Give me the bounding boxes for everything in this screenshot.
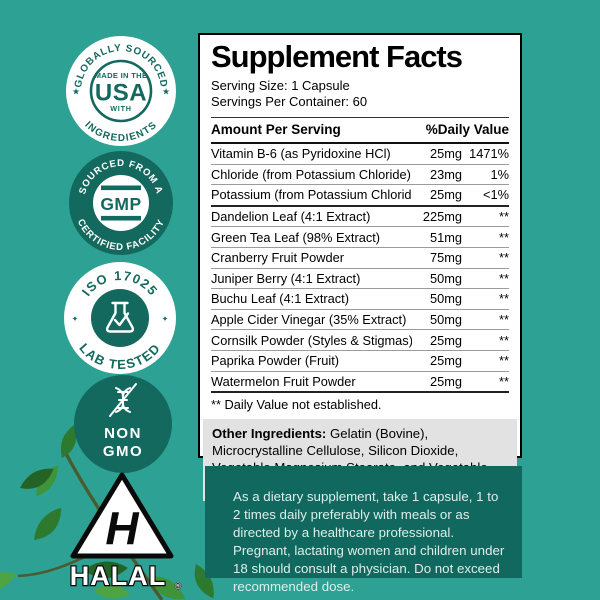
directions-box: As a dietary supplement, take 1 capsule,… <box>205 466 522 594</box>
table-row: Potassium (from Potassium Chloride) 25mg… <box>211 184 509 205</box>
ingredient-name: Watermelon Fruit Powder <box>211 373 356 389</box>
ingredient-name: Chloride (from Potassium Chloride) <box>211 166 411 182</box>
ingredient-amount: 25mg <box>429 353 462 369</box>
other-ingredients-label: Other Ingredients: <box>212 426 327 442</box>
dna-crossed-icon <box>109 383 137 417</box>
serving-size: Serving Size: 1 Capsule <box>211 78 350 93</box>
servings-per-container: Servings Per Container: 60 <box>211 94 368 109</box>
table-row: Paprika Powder (Fruit) 25mg ** <box>211 349 509 371</box>
ingredient-amount: 50mg <box>429 270 462 286</box>
badge-non-gmo: NON GMO <box>73 374 173 479</box>
panel-title: Supplement Facts <box>211 39 463 74</box>
halal-monogram: H <box>105 502 139 554</box>
ingredient-daily-value: ** <box>499 209 509 225</box>
ingredient-name: Apple Cider Vinegar (35% Extract) <box>211 312 407 328</box>
ingredient-amount: 50mg <box>429 312 462 328</box>
table-row: Cranberry Fruit Powder 75mg ** <box>211 246 509 268</box>
ingredient-name: Cranberry Fruit Powder <box>211 250 344 266</box>
usa-inner-main-text: USA <box>95 80 147 107</box>
flask-check-icon <box>105 301 135 333</box>
table-row: Buchu Leaf (4:1 Extract) 50mg ** <box>211 288 509 309</box>
ingredient-name: Paprika Powder (Fruit) <box>211 353 340 369</box>
table-row: Watermelon Fruit Powder 25mg ** <box>211 370 509 392</box>
diamond-icon: ✦ <box>162 315 169 324</box>
ingredient-amount: 51mg <box>429 229 462 245</box>
table-header-row: Amount Per Serving %Daily Value <box>211 118 509 142</box>
ingredient-amount: 50mg <box>429 291 462 307</box>
star-icon: ★ <box>72 87 80 97</box>
gmp-bar-top <box>101 185 141 191</box>
ingredient-daily-value: <1% <box>483 187 509 203</box>
ingredient-name: Buchu Leaf (4:1 Extract) <box>211 291 349 307</box>
iso-inner-circle <box>91 289 149 347</box>
table-row: Dandelion Leaf (4:1 Extract) 225mg ** <box>211 204 509 227</box>
daily-value-footnote: ** Daily Value not established. <box>211 397 382 413</box>
non-gmo-badge-circle <box>74 375 172 473</box>
table-row: Cornsilk Powder (Styles & Stigmas) 25mg … <box>211 329 509 350</box>
ingredient-amount: 75mg <box>429 250 462 266</box>
ingredient-amount: 25mg <box>429 332 462 348</box>
ingredient-daily-value: ** <box>499 270 509 286</box>
ingredient-daily-value: ** <box>499 332 509 348</box>
ingredient-name: Dandelion Leaf (4:1 Extract) <box>211 209 371 225</box>
ingredient-daily-value: 1% <box>490 166 510 182</box>
gmp-bar-bottom <box>101 215 141 221</box>
table-row: Chloride (from Potassium Chloride) 23mg … <box>211 163 510 185</box>
divider <box>211 391 509 394</box>
table-row: Juniper Berry (4:1 Extract) 50mg ** <box>211 267 509 289</box>
ingredient-name: Vitamin B-6 (as Pyridoxine HCl) <box>211 146 391 162</box>
ingredient-daily-value: ** <box>499 229 509 245</box>
ingredient-name: Juniper Berry (4:1 Extract) <box>211 270 361 286</box>
directions-text: As a dietary supplement, take 1 capsule,… <box>233 489 505 594</box>
usa-inner-top-text: MADE IN THE <box>95 71 148 80</box>
ingredient-amount: 25mg <box>429 373 462 389</box>
badge-iso-lab-tested: ISO 17025 LAB TESTED ✦ ✦ <box>62 260 178 381</box>
ingredient-daily-value: ** <box>499 373 509 389</box>
table-row: Green Tea Leaf (98% Extract) 51mg ** <box>211 226 509 247</box>
badge-made-in-usa: GLOBALLY SOURCED INGREDIENTS ★ ★ MADE IN… <box>64 34 178 153</box>
halal-triangle <box>70 472 174 559</box>
column-daily-value: %Daily Value <box>425 122 509 137</box>
ingredient-amount: 25mg <box>429 187 462 203</box>
star-icon: ★ <box>162 87 170 97</box>
halal-label: HALAL <box>70 561 166 591</box>
ingredient-name: Cornsilk Powder (Styles & Stigmas) <box>211 332 412 348</box>
non-gmo-line1: NON <box>104 425 142 442</box>
gmp-center-text: GMP <box>100 194 141 214</box>
supplement-facts-panel: Supplement Facts Serving Size: 1 Capsule… <box>198 33 522 502</box>
ingredient-amount: 25mg <box>429 146 462 162</box>
diamond-icon: ✦ <box>72 315 79 324</box>
ingredient-daily-value: 1471% <box>469 146 509 162</box>
ingredient-daily-value: ** <box>499 353 509 369</box>
table-row: Vitamin B-6 (as Pyridoxine HCl) 25mg 147… <box>211 144 509 164</box>
ingredient-name: Potassium (from Potassium Chloride) <box>211 187 412 203</box>
divider <box>211 142 509 144</box>
badge-halal: H HALAL ® <box>56 468 188 599</box>
ingredient-daily-value: ** <box>499 312 509 328</box>
ingredient-name: Green Tea Leaf (98% Extract) <box>211 229 381 245</box>
usa-inner-bottom-text: WITH <box>110 104 132 113</box>
divider <box>211 117 509 118</box>
table-row: Apple Cider Vinegar (35% Extract) 50mg *… <box>211 308 509 330</box>
ingredient-amount: 23mg <box>429 166 462 182</box>
column-amount-per-serving: Amount Per Serving <box>211 122 341 137</box>
ingredient-amount: 225mg <box>422 209 462 225</box>
non-gmo-line2: GMO <box>103 443 143 460</box>
usa-inner-ring <box>89 59 153 123</box>
registered-mark-icon: ® <box>175 581 182 591</box>
badge-gmp-certified: SOURCED FROM A CERTIFIED FACILITY GMP <box>68 150 174 261</box>
ingredient-daily-value: ** <box>499 291 509 307</box>
ingredient-daily-value: ** <box>499 250 509 266</box>
